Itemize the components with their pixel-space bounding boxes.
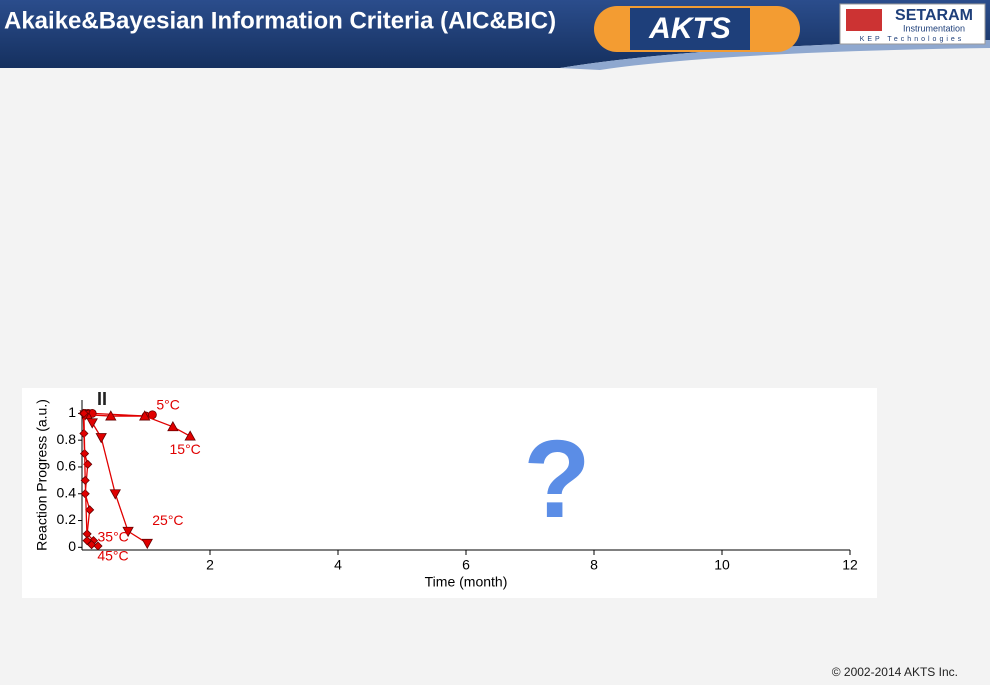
setaram-sub: Instrumentation: [903, 23, 965, 33]
data-point: [141, 538, 153, 550]
data-point: [79, 408, 89, 418]
series-label: 15°C: [170, 441, 201, 457]
cursor-marker: II: [97, 389, 107, 409]
series-label: 5°C: [156, 396, 180, 412]
data-point: [184, 430, 196, 441]
akts-logo-center: [630, 8, 750, 50]
data-point: [105, 410, 117, 421]
y-axis-label: Reaction Progress (a.u.): [34, 399, 50, 551]
x-tick-label: 10: [714, 557, 730, 573]
setaram-tag: KEP Technologies: [860, 36, 965, 43]
question-mark: ?: [523, 418, 590, 541]
data-point: [122, 526, 134, 538]
x-tick-label: 8: [590, 557, 598, 573]
footer: © 2002-2014 AKTS Inc.: [832, 665, 958, 679]
x-tick-label: 6: [462, 557, 470, 573]
data-point: [87, 540, 97, 550]
header-curve: [560, 40, 990, 70]
setaram-icon: [846, 9, 882, 31]
akts-logo: AKTS: [648, 12, 731, 45]
x-tick-label: 2: [206, 557, 214, 573]
data-point: [93, 541, 103, 551]
y-tick-label: 0.6: [57, 458, 77, 474]
data-point: [85, 505, 95, 515]
y-tick-label: 1: [68, 404, 76, 420]
y-tick-label: 0.2: [57, 511, 77, 527]
x-tick-label: 12: [842, 557, 858, 573]
x-axis-label: Time (month): [425, 574, 508, 590]
y-tick-label: 0: [68, 538, 76, 554]
title: Akaike&Bayesian Information Criteria (AI…: [4, 7, 556, 34]
data-point: [86, 418, 98, 429]
data-point: [80, 475, 90, 485]
chart-panel: [22, 388, 877, 598]
setaram-logo: SETARAM: [895, 7, 973, 24]
y-tick-label: 0.8: [57, 431, 77, 447]
data-point: [95, 433, 107, 444]
y-tick-label: 0.4: [57, 484, 77, 500]
data-point: [167, 420, 179, 432]
x-tick-label: 4: [334, 557, 342, 573]
series-label: 45°C: [97, 548, 128, 564]
series-label: 25°C: [152, 512, 183, 528]
data-point: [109, 489, 121, 500]
data-point: [139, 410, 151, 421]
series-label: 35°C: [98, 528, 129, 544]
